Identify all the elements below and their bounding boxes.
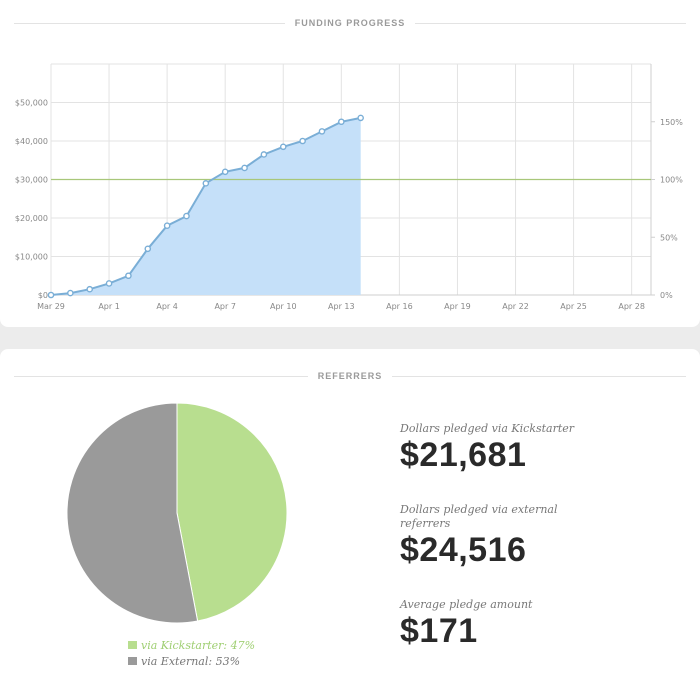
stat-label-external: Dollars pledged via external referrers	[400, 503, 558, 530]
x-tick-label: Apr 16	[386, 302, 413, 311]
referrers-header: REFERRERS	[14, 369, 686, 383]
legend-swatch	[128, 641, 137, 649]
stat-value-average: $171	[400, 612, 478, 650]
y-tick-label-left: $10,000	[15, 253, 48, 262]
data-point	[357, 114, 364, 122]
x-tick-label: Apr 19	[444, 302, 471, 311]
x-tick-label: Mar 29	[37, 302, 65, 311]
y-tick-label-right: 50%	[660, 233, 678, 242]
stat-value-kickstarter: $21,681	[400, 436, 527, 474]
y-tick-label-left: $50,000	[15, 99, 48, 108]
x-tick-label: Apr 28	[618, 302, 645, 311]
section-title: FUNDING PROGRESS	[284, 16, 416, 30]
data-point	[163, 222, 171, 229]
legend-label: via Kickstarter: 47%	[141, 639, 256, 652]
data-point	[318, 128, 326, 135]
legend-label: via External: 53%	[141, 655, 241, 668]
referrers-card: REFERRERS via Kickstarter: 47% via Exter…	[0, 349, 700, 686]
stat-label-kickstarter: Dollars pledged via Kickstarter	[400, 422, 575, 435]
stat-value-external: $24,516	[400, 531, 527, 569]
data-point	[260, 151, 268, 158]
x-tick-label: Apr 4	[156, 302, 177, 311]
legend-swatch	[128, 657, 137, 665]
data-point	[279, 143, 287, 151]
y-tick-label-left: $30,000	[15, 176, 48, 185]
data-point	[221, 168, 229, 176]
x-tick-label: Apr 7	[214, 302, 235, 311]
data-point	[338, 118, 345, 126]
stat-label-average: Average pledge amount	[400, 598, 533, 611]
series-area	[51, 117, 361, 296]
x-tick-label: Apr 13	[328, 302, 355, 311]
data-point	[125, 272, 132, 280]
data-point	[241, 164, 248, 172]
y-tick-label-right: 0%	[660, 291, 673, 300]
legend-item-external: via External: 53%	[128, 655, 240, 669]
x-tick-label: Apr 1	[98, 302, 119, 311]
y-tick-label-right: 100%	[660, 176, 683, 185]
funding-progress-chart: $0 $10,000 $20,000 $30,000 $40,000 $50,000 Mar…	[15, 63, 683, 311]
section-title: REFERRERS	[307, 369, 393, 383]
referrers-pie-chart	[66, 402, 288, 624]
y-tick-label-left: $0	[38, 291, 48, 300]
x-tick-label: Apr 10	[270, 302, 297, 311]
data-point	[299, 137, 306, 145]
y-tick-label-right: 150%	[660, 118, 683, 127]
x-tick-label: Apr 25	[560, 302, 587, 311]
data-point	[86, 285, 94, 293]
data-point	[105, 280, 113, 287]
pie-slice	[176, 402, 288, 622]
pie-slice	[66, 402, 199, 624]
data-point	[67, 289, 74, 297]
legend-item-kickstarter: via Kickstarter: 47%	[128, 639, 255, 653]
funding-progress-card: FUNDING PROGRESS $0 $10,000 $20,000 $30,000…	[0, 0, 700, 327]
funding-progress-header: FUNDING PROGRESS	[14, 16, 686, 30]
y-tick-label-left: $40,000	[15, 137, 48, 146]
data-point	[144, 245, 152, 253]
y-tick-label-left: $20,000	[15, 214, 48, 223]
data-point	[183, 212, 190, 220]
data-point	[202, 180, 210, 187]
data-point	[47, 291, 55, 299]
x-tick-label: Apr 22	[502, 302, 529, 311]
